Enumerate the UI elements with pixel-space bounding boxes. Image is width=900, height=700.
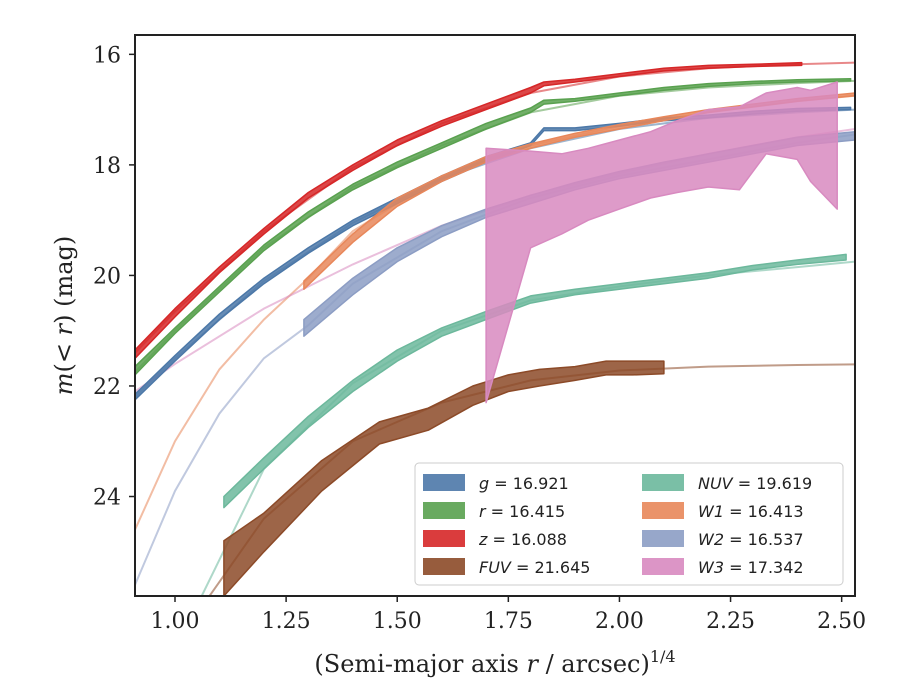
x-tick-label: 1.00 (151, 609, 200, 634)
x-tick-label: 1.75 (484, 609, 533, 634)
legend-label-g: g = 16.921 (479, 474, 569, 493)
x-axis-label-unit: / arcsec) (538, 650, 650, 678)
x-axis-label-var: r (526, 650, 539, 678)
y-tick-label: 18 (93, 154, 121, 179)
data-band-nuv (223, 253, 847, 509)
y-tick-label: 22 (93, 375, 121, 400)
plot-frame (134, 34, 856, 597)
data-bands (135, 61, 855, 596)
y-tick-label: 16 (93, 43, 121, 68)
legend-label-nuv: NUV = 19.619 (698, 474, 812, 493)
x-axis-label-exponent: 1/4 (650, 647, 676, 666)
legend-swatch-g (423, 474, 465, 491)
data-band-fuv (223, 360, 665, 596)
x-tick-label: 2.25 (706, 609, 755, 634)
x-tick-label: 1.50 (373, 609, 422, 634)
legend-swatch-w3 (642, 558, 684, 575)
x-axis-label: (Semi-major axis r / arcsec)1/4 (314, 647, 675, 678)
x-axis-ticks: 1.00 1.25 1.50 1.75 2.00 2.25 2.50 (151, 596, 866, 634)
legend-label-w3: W3 = 17.342 (698, 558, 804, 577)
y-tick-label: 24 (93, 486, 121, 511)
legend-swatch-nuv (642, 474, 684, 491)
x-tick-label: 2.00 (595, 609, 644, 634)
legend-label-z: z = 16.088 (478, 530, 567, 549)
legend-swatch-w2 (642, 530, 684, 547)
x-tick-label: 1.25 (262, 609, 311, 634)
x-tick-label: 2.50 (817, 609, 866, 634)
legend-frame (414, 462, 844, 586)
legend-swatch-r (423, 502, 465, 519)
data-band-w3 (485, 81, 838, 404)
legend-label-w1: W1 = 16.413 (698, 502, 804, 521)
legend-label-r: r = 16.415 (479, 502, 565, 521)
legend-label-fuv: FUV = 21.645 (479, 558, 590, 577)
legend-swatch-w1 (642, 502, 684, 519)
legend-swatch-z (423, 530, 465, 547)
y-axis-ticks: 16 18 20 22 24 (93, 43, 135, 511)
legend: g = 16.921 NUV = 19.619 r = 16.415 W1 = 16.… (414, 462, 844, 586)
legend-swatch-fuv (423, 558, 465, 575)
data-band-r (135, 77, 852, 376)
x-axis-label-main: (Semi-major axis (314, 650, 526, 678)
legend-label-w2: W2 = 16.537 (698, 530, 804, 549)
y-axis-label: m(< r) (mag) (50, 236, 78, 396)
data-band-z (135, 61, 803, 360)
y-tick-label: 20 (93, 264, 121, 289)
